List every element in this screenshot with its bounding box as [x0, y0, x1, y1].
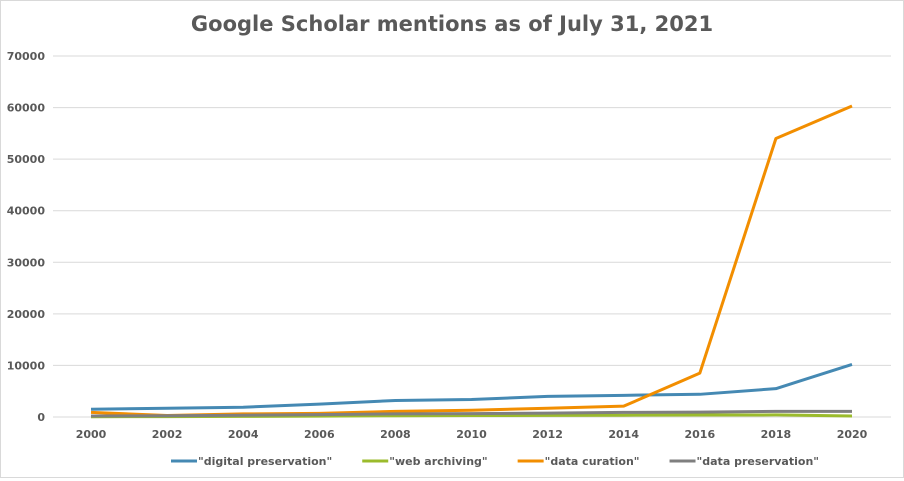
- y-tick-label: 10000: [7, 359, 46, 372]
- x-tick-label: 2014: [608, 428, 639, 441]
- y-tick-label: 20000: [7, 308, 46, 321]
- x-tick-label: 2010: [456, 428, 487, 441]
- y-tick-label: 70000: [7, 50, 46, 63]
- legend-label: "digital preservation": [198, 455, 332, 468]
- y-tick-label: 0: [37, 411, 45, 424]
- x-tick-label: 2006: [304, 428, 335, 441]
- x-tick-label: 2016: [684, 428, 715, 441]
- x-tick-label: 2018: [761, 428, 792, 441]
- x-tick-label: 2000: [76, 428, 107, 441]
- y-tick-label: 60000: [7, 102, 46, 115]
- legend-label: "data curation": [545, 455, 640, 468]
- x-tick-label: 2004: [228, 428, 259, 441]
- legend-label: "data preservation": [697, 455, 819, 468]
- x-tick-label: 2020: [837, 428, 868, 441]
- series-line: [90, 104, 853, 417]
- y-tick-label: 50000: [7, 153, 46, 166]
- legend-label: "web archiving": [389, 455, 487, 468]
- chart-title: Google Scholar mentions as of July 31, 2…: [191, 12, 713, 36]
- series-line: [90, 362, 853, 411]
- x-tick-label: 2012: [532, 428, 563, 441]
- x-tick-label: 2008: [380, 428, 411, 441]
- x-tick-label: 2002: [152, 428, 183, 441]
- y-tick-label: 40000: [7, 205, 46, 218]
- y-tick-label: 30000: [7, 256, 46, 269]
- series-line: [90, 409, 852, 418]
